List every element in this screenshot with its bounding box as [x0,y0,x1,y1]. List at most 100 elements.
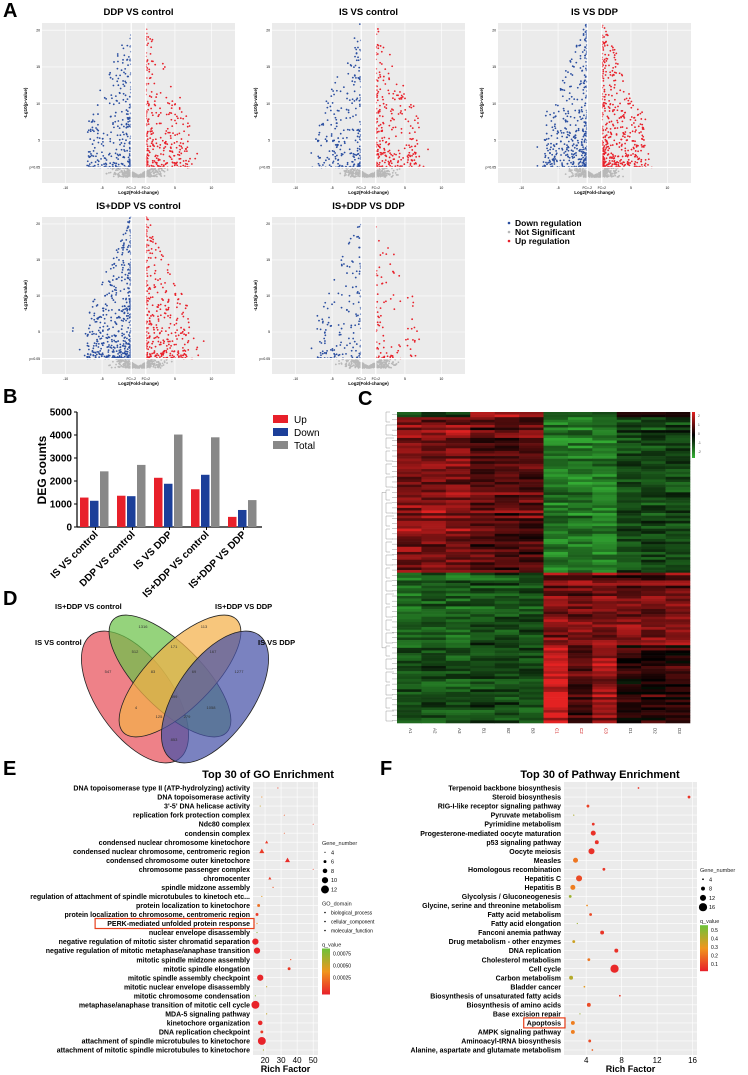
volcano-point-down [326,119,329,121]
volcano-point-up [149,145,152,148]
volcano-point-up [627,135,629,137]
y-tick-label: 5 [268,139,270,143]
volcano-point-up [640,144,643,146]
volcano-point-down [123,142,126,145]
volcano-point-up [409,162,412,165]
volcano-point-down [87,150,90,153]
volcano-point-down [310,152,313,154]
volcano-point-down [115,256,118,259]
volcano-point-down [96,304,99,306]
volcano-point-down [327,102,330,105]
volcano-point-up [632,122,635,124]
volcano-point-down [577,129,580,132]
volcano-point-up [162,342,165,345]
volcano-point-down [126,248,128,251]
volcano-point-not-significant [114,173,117,176]
volcano-point-down [117,158,120,160]
volcano-point-up [183,328,185,331]
volcano-point-up [163,147,165,150]
volcano-point-up [613,54,616,56]
volcano-point-up [147,123,150,126]
volcano-point-up [171,125,174,128]
volcano-point-down [129,150,131,153]
volcano-point-up [394,126,397,129]
volcano-point-up [173,355,175,358]
volcano-point-not-significant [578,174,581,177]
volcano-point-up [170,112,173,115]
volcano-point-up [156,291,159,294]
volcano-point-up [182,311,185,314]
volcano-point-not-significant [118,168,121,171]
volcano-point-up [393,153,396,155]
volcano-point-down [565,128,568,130]
volcano-point-down [127,64,129,67]
volcano-point-not-significant [576,172,578,175]
volcano-point-up [151,342,154,345]
volcano-point-not-significant [149,173,152,176]
volcano-point-up [157,315,159,318]
volcano-point-up [630,100,633,103]
volcano-point-up [148,346,151,348]
volcano-point-up [173,324,176,326]
volcano-point-down [575,151,577,154]
volcano-point-up [180,326,182,329]
volcano-point-down [536,164,539,167]
volcano-point-up [155,326,158,329]
volcano-point-down [560,154,562,156]
volcano-point-up [177,298,180,300]
volcano-point-up [187,134,190,136]
x-tick-label: -10 [63,377,68,381]
volcano-point-up [377,30,380,33]
volcano-point-down [126,58,129,61]
volcano-point-down [119,343,122,346]
volcano-point-down [110,319,113,322]
volcano-point-not-significant [343,169,346,172]
volcano-point-up [182,160,185,162]
volcano-point-up [634,126,636,129]
volcano-point-up [391,154,394,157]
volcano-point-up [620,145,623,147]
volcano-point-down [562,117,565,120]
volcano-point-up [602,47,605,49]
volcano-point-up [182,123,185,126]
volcano-point-up [154,63,157,66]
volcano-point-not-significant [362,173,365,176]
volcano-point-up [632,153,634,155]
volcano-point-up [603,105,606,108]
volcano-point-down [569,124,572,126]
volcano-point-down [90,153,92,155]
volcano-point-down [124,345,127,348]
volcano-point-up [616,109,619,112]
volcano-point-down [110,316,113,319]
volcano-point-up [620,73,623,76]
volcano-point-down [358,94,361,96]
volcano-point-up [169,273,171,276]
volcano-point-not-significant [582,167,584,170]
volcano-point-down [570,138,573,141]
volcano-point-down [554,158,557,160]
volcano-point-up [382,75,385,78]
volcano-point-not-significant [153,362,156,365]
volcano-point-down [91,119,94,121]
volcano-point-not-significant [153,175,156,178]
volcano-point-down [340,152,343,155]
volcano-point-down [90,154,93,157]
volcano-point-up [622,135,624,138]
volcano-point-down [318,131,321,134]
volcano-point-up [186,341,189,344]
volcano-point-up [176,161,178,164]
volcano-point-up [393,158,396,161]
volcano-point-down [318,133,320,136]
volcano-point-down [125,319,127,322]
volcano-point-down [125,307,128,310]
volcano-point-down [350,64,353,67]
volcano-point-down [353,66,355,69]
volcano-point-not-significant [622,175,624,178]
volcano-point-up [146,130,149,133]
volcano-point-not-significant [356,359,359,362]
volcano-point-down [111,309,113,311]
volcano-point-down [358,69,360,72]
volcano-point-down [99,315,102,318]
volcano-point-up [380,153,382,156]
volcano-point-down [112,161,115,164]
